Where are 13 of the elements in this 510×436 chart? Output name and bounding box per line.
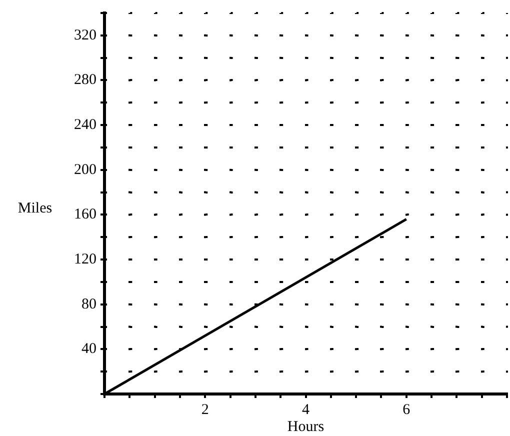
- x-axis-title: Hours: [287, 418, 324, 435]
- y-tick-label: 160: [74, 206, 96, 223]
- x-tick-label: 2: [201, 402, 209, 418]
- y-axis-title: Miles: [18, 200, 52, 216]
- y-tick-label: 240: [74, 116, 96, 133]
- y-tick-label: 80: [82, 296, 96, 312]
- y-tick-label: 200: [74, 162, 96, 178]
- x-tick-label: 6: [402, 402, 411, 418]
- y-tick-label: 40: [82, 341, 96, 358]
- y-tick-label: 280: [74, 72, 96, 88]
- y-tick-label: 120: [74, 251, 96, 268]
- x-tick-label: 4: [302, 402, 310, 418]
- y-tick-label: 320: [74, 27, 96, 44]
